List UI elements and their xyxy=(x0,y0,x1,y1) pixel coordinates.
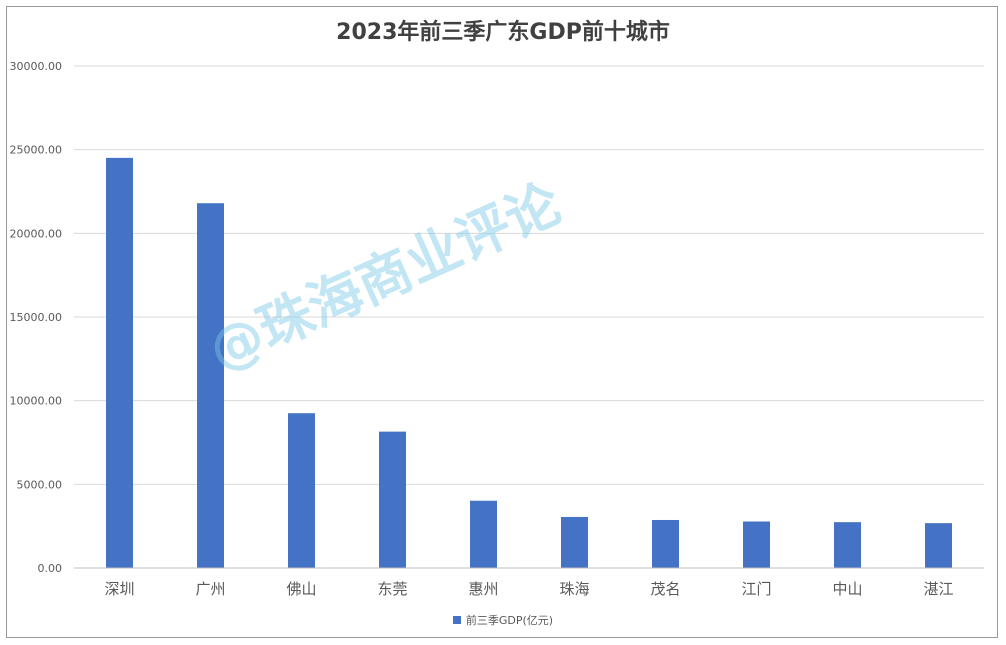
y-tick-label: 0.00 xyxy=(38,562,63,575)
y-tick-label: 5000.00 xyxy=(17,478,63,491)
bar xyxy=(470,500,497,568)
y-tick-label: 20000.00 xyxy=(10,227,63,240)
chart-title: 2023年前三季广东GDP前十城市 xyxy=(336,20,670,45)
x-axis-tick-labels: 深圳 广州 佛山 东莞 惠州 珠海 茂名 江门 中山 湛江 xyxy=(104,580,953,598)
bar xyxy=(379,431,406,568)
y-tick-label: 30000.00 xyxy=(10,60,63,73)
legend-swatch xyxy=(452,616,461,624)
y-axis-tick-labels: 0.00 5000.00 10000.00 15000.00 20000.00 25000… xyxy=(10,60,63,575)
bars xyxy=(106,157,952,569)
x-tick-label: 江门 xyxy=(741,580,771,598)
legend: 前三季GDP(亿元) xyxy=(0,612,1006,628)
y-tick-label: 10000.00 xyxy=(10,395,63,408)
x-tick-label: 深圳 xyxy=(104,580,134,598)
chart-frame xyxy=(6,6,998,638)
legend-label: 前三季GDP(亿元) xyxy=(465,614,554,627)
x-tick-label: 东莞 xyxy=(377,580,407,598)
bar xyxy=(925,523,952,568)
x-tick-label: 珠海 xyxy=(559,580,589,598)
gridlines xyxy=(74,65,984,569)
x-tick-label: 广州 xyxy=(195,580,225,598)
x-tick-label: 中山 xyxy=(832,580,862,598)
bar xyxy=(743,521,770,568)
y-tick-label: 25000.00 xyxy=(10,144,63,157)
bar xyxy=(288,413,315,568)
bar xyxy=(197,203,224,569)
bar xyxy=(834,522,861,568)
x-tick-label: 佛山 xyxy=(286,580,316,598)
bar xyxy=(106,157,133,568)
bar xyxy=(652,519,679,568)
y-tick-label: 15000.00 xyxy=(10,311,63,324)
x-tick-label: 茂名 xyxy=(650,580,680,598)
x-tick-label: 湛江 xyxy=(923,580,953,598)
bar xyxy=(561,516,588,568)
x-tick-label: 惠州 xyxy=(468,580,498,598)
